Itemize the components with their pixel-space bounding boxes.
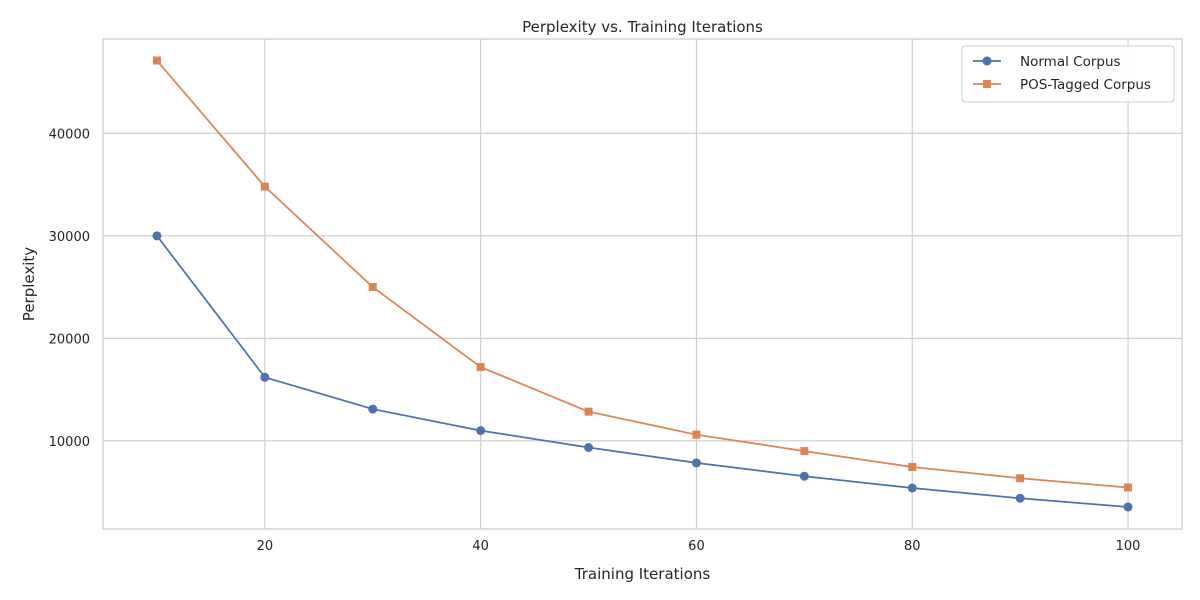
legend-label-normal: Normal Corpus — [1020, 54, 1121, 70]
y-tick-label: 40000 — [49, 127, 90, 142]
legend-label-pos: POS-Tagged Corpus — [1020, 77, 1151, 93]
x-tick-label: 20 — [257, 539, 274, 554]
data-point — [368, 404, 378, 414]
legend-marker-normal — [982, 56, 992, 66]
data-point — [1015, 493, 1025, 503]
series-0 — [152, 231, 1133, 512]
data-point — [260, 372, 270, 382]
data-point — [476, 363, 485, 372]
legend-box — [961, 45, 1175, 103]
y-axis-label: Perplexity — [20, 247, 38, 321]
data-point — [800, 447, 809, 456]
data-point — [1123, 502, 1133, 512]
data-point — [584, 443, 594, 453]
data-point — [799, 471, 809, 481]
data-point — [1124, 483, 1133, 492]
data-point — [692, 430, 701, 439]
grid-lines — [103, 39, 1182, 529]
data-point — [584, 407, 593, 416]
x-tick-label: 80 — [904, 539, 921, 554]
series-line — [156, 59, 1129, 489]
x-tick-label: 100 — [1116, 539, 1141, 554]
chart-title: Perplexity vs. Training Iterations — [522, 18, 763, 36]
legend: Normal Corpus POS-Tagged Corpus — [961, 45, 1175, 103]
data-point — [152, 56, 161, 65]
data-point — [908, 462, 917, 471]
y-tick-label: 30000 — [49, 230, 90, 245]
tick-labels: 20 40 60 80 100 10000 20000 30000 40000 — [49, 127, 1141, 554]
data-point — [368, 283, 377, 292]
x-tick-label: 60 — [688, 539, 705, 554]
data-point — [152, 231, 162, 241]
legend-marker-pos — [983, 80, 991, 88]
data-point — [260, 182, 269, 191]
series-layer — [152, 56, 1133, 512]
plot-frame — [102, 38, 1183, 530]
y-tick-label: 20000 — [49, 332, 90, 347]
y-tick-label: 10000 — [49, 435, 90, 450]
data-point — [691, 458, 701, 468]
series-line — [156, 235, 1129, 508]
x-tick-label: 40 — [472, 539, 489, 554]
series-1 — [152, 56, 1133, 492]
x-axis-label: Training Iterations — [574, 565, 711, 583]
data-point — [907, 483, 917, 493]
data-point — [1016, 474, 1025, 483]
data-point — [476, 426, 486, 436]
